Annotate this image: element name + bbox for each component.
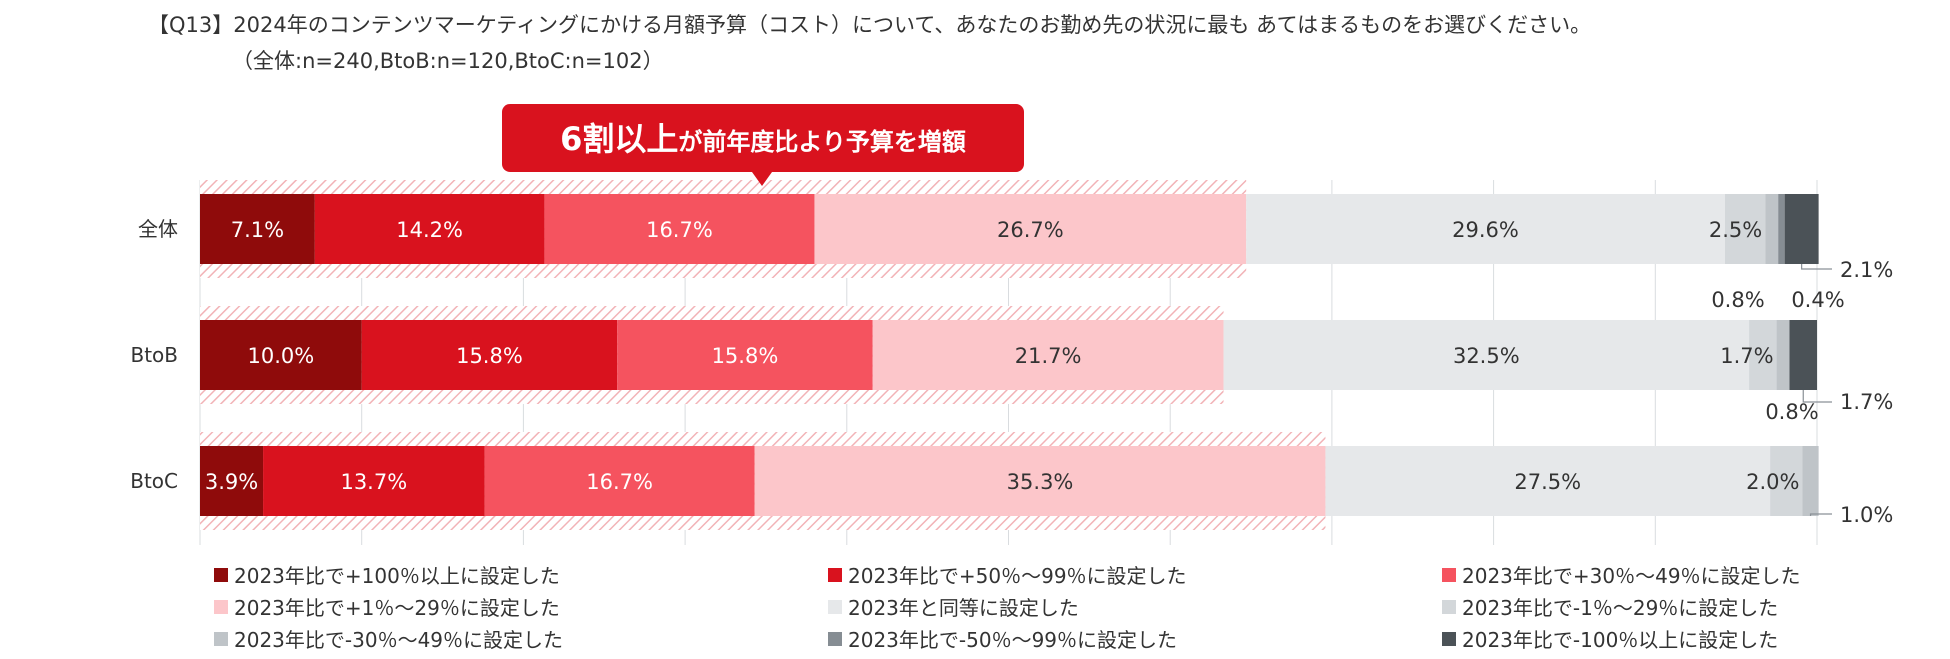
- legend-swatch: [214, 567, 228, 582]
- category-label: 全体: [138, 217, 178, 241]
- bar-segment: [1724, 194, 1766, 264]
- data-label: 32.5%: [1453, 344, 1520, 368]
- bar-segment: [1325, 446, 1771, 516]
- bar-segment: [314, 194, 545, 264]
- legend-swatch: [828, 567, 842, 582]
- data-label: 15.8%: [712, 344, 779, 368]
- callout-box: [502, 104, 1024, 172]
- data-label: 0.8%: [1711, 288, 1764, 312]
- data-label: 1.0%: [1840, 503, 1893, 527]
- leader-line: [1809, 513, 1832, 516]
- bar-segment: [200, 446, 264, 516]
- bar-segment: [754, 446, 1326, 516]
- bar-segment: [200, 194, 315, 264]
- leader-line: [1801, 264, 1832, 270]
- chart-subtitle: （全体:n=240,BtoB:n=120,BtoC:n=102）: [232, 49, 664, 73]
- legend-item: 2023年比で+100％以上に設定した: [214, 560, 560, 589]
- bar-segment: [1784, 194, 1819, 264]
- bar-segment: [200, 320, 362, 390]
- legend-item: 2023年比で+1％～29％に設定した: [214, 592, 560, 621]
- data-label: 3.9%: [205, 470, 258, 494]
- data-label: 2.1%: [1840, 258, 1893, 282]
- legend-label: 2023年と同等に設定した: [848, 596, 1079, 620]
- data-label: 1.7%: [1720, 344, 1773, 368]
- data-label: 2.0%: [1746, 470, 1799, 494]
- legend-item: 2023年と同等に設定した: [828, 592, 1079, 621]
- bar-segment: [814, 194, 1247, 264]
- data-label: 2.5%: [1709, 218, 1762, 242]
- bar-segment: [361, 320, 618, 390]
- legend-label: 2023年比で-1％～29％に設定した: [1462, 596, 1779, 620]
- bar-segment: [1223, 320, 1750, 390]
- legend-swatch: [214, 631, 228, 646]
- bar-segment: [1246, 194, 1725, 264]
- legend-swatch: [828, 631, 842, 646]
- data-label: 21.7%: [1015, 344, 1082, 368]
- bar-segment: [1778, 194, 1785, 264]
- data-label: 16.7%: [586, 470, 653, 494]
- legend-item: 2023年比で-30％～49％に設定した: [214, 624, 563, 653]
- bar-segment: [1770, 446, 1803, 516]
- chart-title: 【Q13】2024年のコンテンツマーケティングにかける月額予算（コスト）について…: [148, 13, 1592, 37]
- bar-segment: [1749, 320, 1777, 390]
- stacked-bar-chart: 全体 BtoB BtoC 7.1% 14.2% 16.7% 26.7% 29.6% 2.5% 0.…: [130, 104, 1893, 545]
- legend-item: 2023年比で-50％～99％に設定した: [828, 624, 1177, 653]
- leader-line: [1802, 390, 1832, 403]
- data-label: 1.7%: [1840, 390, 1893, 414]
- legend-item: 2023年比で-1％～29％に設定した: [1442, 592, 1778, 621]
- data-label: 26.7%: [997, 218, 1064, 242]
- data-label: 29.6%: [1452, 218, 1519, 242]
- legend-swatch: [214, 599, 228, 614]
- increase-callout: 6割以上が前年度比より予算を増額: [502, 104, 1024, 186]
- legend-label: 2023年比で-50％～99％に設定した: [848, 628, 1178, 652]
- callout-small: が前年度比より予算を増額: [678, 128, 966, 156]
- bar-segment: [1802, 446, 1819, 516]
- data-label: 15.8%: [456, 344, 523, 368]
- bars: [200, 194, 1819, 516]
- legend-label: 2023年比で-30％～49％に設定した: [234, 628, 564, 652]
- bar-segment: [617, 320, 873, 390]
- data-label: 7.1%: [231, 218, 284, 242]
- bar-segment: [263, 446, 485, 516]
- data-label: 0.4%: [1791, 288, 1844, 312]
- legend-label: 2023年比で-100％以上に設定した: [1462, 628, 1779, 652]
- bar-segment: [1789, 320, 1817, 390]
- data-label: 13.7%: [340, 470, 407, 494]
- data-label: 27.5%: [1514, 470, 1581, 494]
- category-label: BtoC: [130, 469, 178, 493]
- bar-segment: [484, 446, 755, 516]
- data-label: 16.7%: [646, 218, 713, 242]
- bar-segment: [544, 194, 815, 264]
- legend-item: 2023年比で+50％～99％に設定した: [828, 560, 1187, 589]
- callout-pointer: [752, 172, 772, 186]
- callout-text: 6割以上が前年度比より予算を増額: [560, 120, 966, 158]
- legend-swatch: [1442, 567, 1456, 582]
- legend-label: 2023年比で+30％～49％に設定した: [1462, 564, 1801, 588]
- data-labels: 全体 BtoB BtoC 7.1% 14.2% 16.7% 26.7% 29.6% 2.5% 0.…: [130, 217, 1893, 527]
- legend-swatch: [1442, 631, 1456, 646]
- legend-swatch: [1442, 599, 1456, 614]
- legend-label: 2023年比で+50％～99％に設定した: [848, 564, 1187, 588]
- bar-segment: [1765, 194, 1779, 264]
- callout-big: 6割以上: [560, 120, 678, 158]
- data-label: 0.8%: [1765, 400, 1818, 424]
- bar-segment: [872, 320, 1224, 390]
- legend-item: 2023年比で+30％～49％に設定した: [1442, 560, 1801, 589]
- legend-item: 2023年比で-100％以上に設定した: [1442, 624, 1778, 653]
- category-label: BtoB: [130, 343, 178, 367]
- data-label: 10.0%: [247, 344, 314, 368]
- legend-swatch: [828, 599, 842, 614]
- bar-segment: [1776, 320, 1790, 390]
- legend-label: 2023年比で+1％～29％に設定した: [234, 596, 560, 620]
- data-label: 14.2%: [396, 218, 463, 242]
- legend-label: 2023年比で+100％以上に設定した: [234, 564, 560, 588]
- data-label: 35.3%: [1007, 470, 1074, 494]
